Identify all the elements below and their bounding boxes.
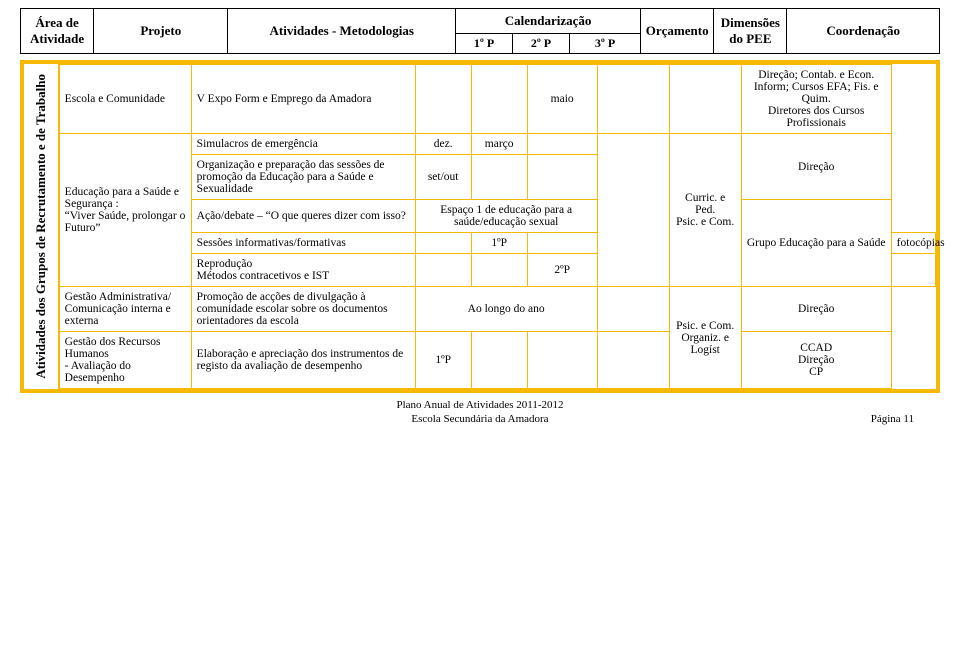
hdr-atividades: Atividades - Metodologias	[228, 9, 456, 54]
r2-coord-bot: Grupo Educação para a Saúde	[741, 200, 891, 287]
r3-act: Promoção de acções de divulgação à comun…	[191, 287, 415, 332]
hdr-dimensoes: Dimensões do PEE	[714, 9, 787, 54]
vert-label-cell: Atividades dos Grupos de Recrutamento e …	[24, 64, 59, 389]
r2-dim: Curric. e Ped. Psic. e Com.	[669, 134, 741, 287]
r3-coord: Direção	[741, 287, 891, 332]
r2-cal-a2: março	[471, 134, 527, 155]
r2-cal-e: 2ºP	[527, 254, 597, 287]
r1-cal: maio	[527, 65, 597, 134]
hdr-p1: 1º P	[456, 34, 513, 54]
r2-act-b: Organização e preparação das sessões de …	[191, 155, 415, 200]
footer-page: Página 11	[871, 413, 914, 427]
r1-proj: Escola e Comunidade	[59, 65, 191, 134]
r4-cal: 1ºP	[415, 332, 471, 389]
r2-orc-d: fotocópias	[891, 233, 935, 254]
r4-proj: Gestão dos Recursos Humanos - Avaliação …	[59, 332, 191, 389]
hdr-p3: 3º P	[569, 34, 640, 54]
body-table: Escola e Comunidade V Expo Form e Empreg…	[59, 64, 936, 389]
r3-proj: Gestão Administrativa/ Comunicação inter…	[59, 287, 191, 332]
hdr-area: Área de Atividade	[21, 9, 94, 54]
r1-coord: Direção; Contab. e Econ. Inform; Cursos …	[741, 65, 891, 134]
r4-act: Elaboração e apreciação dos instrumentos…	[191, 332, 415, 389]
hdr-projeto: Projeto	[94, 9, 228, 54]
r2-cal-b: set/out	[415, 155, 471, 200]
footer-line1: Plano Anual de Atividades 2011-2012	[396, 399, 563, 411]
r2-proj: Educação para a Saúde e Segurança : “Viv…	[59, 134, 191, 287]
r2-coord-top: Direção	[741, 134, 891, 200]
r4-coord: CCAD Direção CP	[741, 332, 891, 389]
footer-line2: Escola Secundária da Amadora	[411, 413, 548, 425]
r1-act: V Expo Form e Emprego da Amadora	[191, 65, 415, 134]
r2-act-d: Sessões informativas/formativas	[191, 233, 415, 254]
footer: Plano Anual de Atividades 2011-2012 Esco…	[20, 399, 940, 427]
hdr-coord: Coordenação	[787, 9, 940, 54]
r3-cal: Ao longo do ano	[415, 287, 597, 332]
r2-act-e: Reprodução Métodos contracetivos e IST	[191, 254, 415, 287]
r3-dim: Psic. e Com. Organiz. e Logíst	[669, 287, 741, 389]
r2-act-c: Ação/debate – “O que queres dizer com is…	[191, 200, 415, 233]
hdr-orcamento: Orçamento	[641, 9, 714, 54]
hdr-calend: Calendarização	[456, 9, 641, 34]
main-body: Atividades dos Grupos de Recrutamento e …	[20, 64, 940, 393]
vert-label: Atividades dos Grupos de Recrutamento e …	[33, 66, 49, 387]
header-table: Área de Atividade Projeto Atividades - M…	[20, 8, 940, 54]
r2-act-a: Simulacros de emergência	[191, 134, 415, 155]
r2-cal-a1: dez.	[415, 134, 471, 155]
r2-cal-d: 1ºP	[471, 233, 527, 254]
hdr-p2: 2º P	[513, 34, 570, 54]
r2-cal-c: Espaço 1 de educação para a saúde/educaç…	[415, 200, 597, 233]
